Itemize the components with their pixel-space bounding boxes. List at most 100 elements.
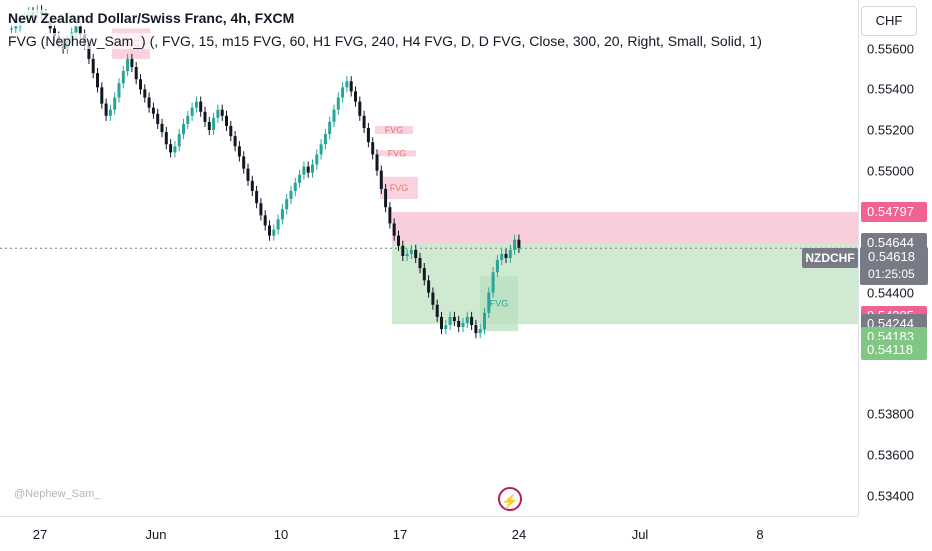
- price-tick-label: 0.55400: [867, 81, 914, 97]
- candle-body: [212, 117, 216, 131]
- candle-body: [397, 235, 400, 246]
- candle-body: [435, 304, 439, 317]
- candle-body: [422, 268, 426, 281]
- candle-body: [289, 190, 293, 200]
- candle-body: [483, 312, 486, 330]
- price-axis[interactable]: 0.55600 0.55400 0.55200 0.55000 0.54400 0.538…: [858, 0, 932, 516]
- candle-body: [229, 125, 233, 137]
- current-price-value: 0.54618: [868, 249, 915, 264]
- candle-body: [203, 111, 207, 122]
- candle-body: [452, 316, 456, 321]
- chart-area[interactable]: FVGFVGFVGFVGFVG: [0, 0, 858, 516]
- bearish-zone: [392, 211, 858, 243]
- candle-body: [194, 101, 198, 108]
- candle-body: [147, 97, 151, 108]
- candle-body: [513, 239, 517, 250]
- candle-body: [384, 188, 388, 208]
- candle-body: [328, 121, 332, 135]
- fvg-box: [480, 276, 518, 332]
- candle-body: [199, 101, 203, 112]
- fvg-label: FVG: [490, 299, 509, 309]
- candle-body: [315, 154, 319, 165]
- candle-body: [139, 79, 142, 90]
- time-tick-label: 24: [511, 527, 527, 542]
- fvg-box: [380, 176, 418, 200]
- candle-body: [401, 245, 405, 256]
- candle-body: [495, 260, 499, 273]
- candle-body: [418, 258, 422, 269]
- candle-body: [457, 320, 461, 328]
- bolt-icon[interactable]: ⚡: [498, 487, 522, 511]
- candle-body: [341, 87, 345, 98]
- candle-body: [504, 253, 508, 258]
- candle-body: [427, 280, 431, 293]
- time-tick-label: Jun: [145, 527, 167, 542]
- candle-body: [216, 109, 220, 118]
- candle-body: [323, 134, 327, 145]
- fvg-label: FVG: [385, 125, 404, 135]
- candle-body: [134, 67, 138, 80]
- candle-body: [358, 101, 362, 116]
- current-price-label: 0.54618 01:25:05: [860, 247, 928, 285]
- candle-body: [371, 142, 375, 155]
- candle-body: [177, 134, 181, 147]
- candle-body: [143, 89, 147, 98]
- candle-body: [431, 292, 435, 305]
- candle-body: [414, 249, 418, 258]
- candle-body: [225, 115, 228, 126]
- candle-body: [190, 107, 194, 116]
- symbol-tag: NZDCHF: [802, 248, 858, 268]
- candle-body: [126, 58, 130, 72]
- candle-body: [349, 81, 353, 92]
- price-tick-label: 0.55600: [867, 41, 914, 57]
- author-watermark: @Nephew_Sam_: [14, 488, 101, 500]
- candle-body: [379, 170, 383, 189]
- candle-body: [311, 164, 314, 173]
- fvg-box: [378, 150, 416, 157]
- candle-body: [302, 166, 306, 175]
- candle-body: [336, 97, 340, 110]
- candle-body: [242, 156, 246, 169]
- candle-body: [255, 190, 259, 204]
- candle-body: [233, 136, 237, 147]
- candle-body: [74, 26, 78, 33]
- fvg-box: [375, 125, 413, 135]
- candle-body: [487, 292, 491, 313]
- fvg-label: FVG: [388, 148, 407, 158]
- candle-body: [104, 103, 108, 116]
- candle-body: [121, 71, 125, 84]
- candle-body: [130, 58, 134, 68]
- time-tick-label: 8: [756, 527, 764, 542]
- candle-body: [470, 316, 474, 326]
- candle-body: [53, 28, 56, 37]
- candlestick-chart[interactable]: FVGFVGFVGFVGFVG: [0, 0, 858, 516]
- fvg-label: FVG: [390, 183, 409, 193]
- time-axis[interactable]: 27 Jun 10 17 24 Jul 8: [0, 516, 858, 551]
- candle-body: [268, 225, 271, 236]
- candle-body: [108, 109, 112, 116]
- candle-body: [444, 325, 448, 330]
- candle-body: [306, 166, 310, 173]
- candle-body: [517, 239, 521, 248]
- candle-body: [14, 26, 18, 29]
- candle-body: [366, 127, 370, 143]
- candle-body: [250, 180, 254, 191]
- candle-body: [263, 215, 267, 226]
- candle-body: [440, 316, 443, 330]
- price-tick-label: 0.53600: [867, 447, 914, 463]
- currency-button[interactable]: CHF: [861, 6, 917, 36]
- indicator-legend[interactable]: FVG (Nephew_Sam_) (, FVG, 15, m15 FVG, 6…: [8, 33, 762, 49]
- candle-body: [78, 26, 82, 35]
- candle-body: [285, 199, 289, 210]
- time-tick-label: 27: [32, 527, 48, 542]
- time-tick-label: 10: [273, 527, 289, 542]
- price-tick-label: 0.55200: [867, 122, 914, 138]
- candle-body: [100, 87, 104, 104]
- candle-body: [117, 83, 121, 98]
- candle-body: [465, 316, 469, 324]
- candle-body: [474, 325, 478, 334]
- candle-body: [405, 253, 409, 256]
- price-tick-label: 0.55000: [867, 163, 914, 179]
- candle-body: [388, 207, 392, 224]
- candle-body: [237, 146, 241, 157]
